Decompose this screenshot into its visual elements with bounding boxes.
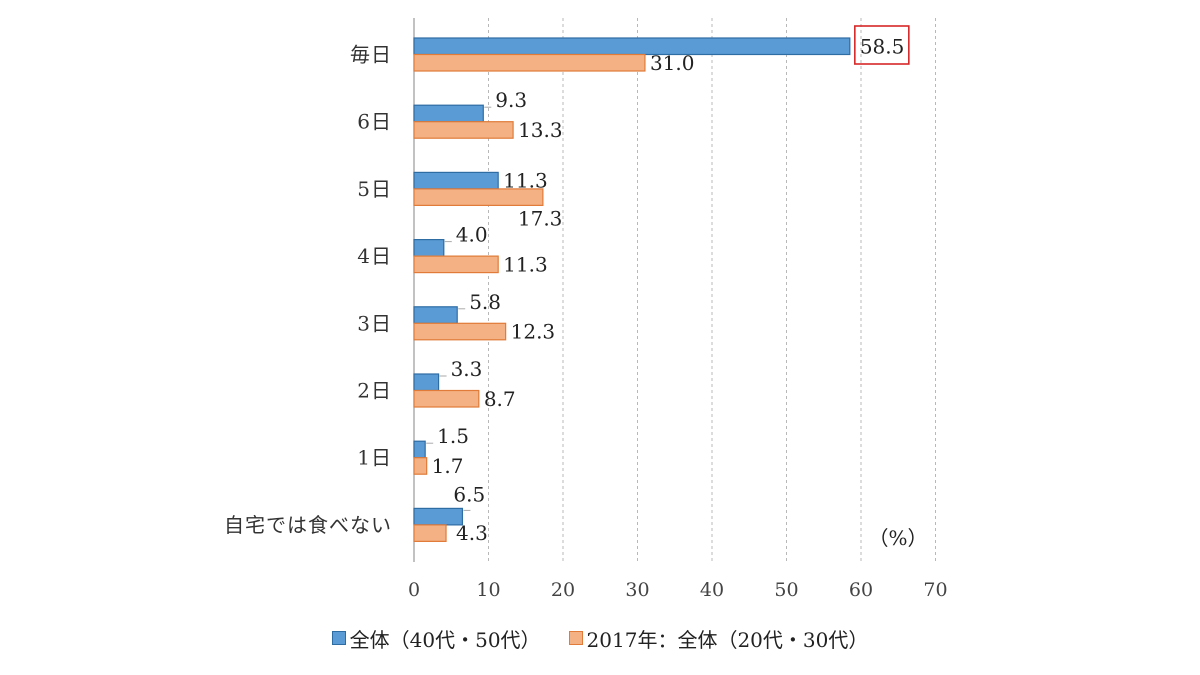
category-label: 3日: [357, 311, 392, 335]
legend-item-series-1: 全体（40代・50代）: [331, 624, 541, 653]
x-tick-label: 30: [625, 579, 649, 601]
data-label: 31.0: [650, 51, 695, 75]
data-label: 12.3: [511, 320, 556, 344]
data-label: 4.3: [456, 521, 488, 545]
legend-swatch-blue: [331, 631, 346, 645]
category-label: 毎日: [350, 43, 392, 67]
category-label: 1日: [357, 446, 392, 470]
category-label: 4日: [357, 244, 392, 268]
data-label: 58.5: [860, 34, 905, 58]
category-label: 6日: [357, 110, 392, 134]
bar-series-1: [413, 306, 458, 324]
category-label: 2日: [357, 379, 392, 403]
data-label: 11.3: [503, 169, 548, 193]
bar-series-2: [413, 457, 428, 475]
legend-label: 2017年：全体（20代・30代）: [586, 627, 869, 652]
bar-series-2: [413, 53, 646, 72]
legend-item-series-2: 2017年：全体（20代・30代）: [568, 624, 869, 653]
unit-label: （%）: [868, 526, 927, 550]
data-label: 9.3: [495, 88, 527, 112]
bar-series-2: [413, 255, 499, 274]
category-label: 5日: [357, 177, 392, 201]
bar-series-2: [413, 322, 507, 341]
data-label: 13.3: [518, 118, 563, 142]
bars: [413, 37, 851, 543]
bar-series-2: [413, 188, 544, 206]
data-label: 5.8: [469, 290, 501, 314]
bar-series-1: [413, 239, 445, 257]
highlight-box: [854, 25, 910, 65]
data-label: 8.7: [484, 387, 516, 411]
x-tick-label: 50: [774, 579, 798, 601]
bar-series-1: [413, 440, 426, 459]
legend-label: 全体（40代・50代）: [349, 627, 541, 652]
data-label: 17.3: [518, 206, 563, 230]
bar-series-1: [413, 104, 484, 123]
data-label: 11.3: [503, 252, 548, 276]
x-tick-label: 60: [849, 579, 873, 601]
bar-series-1: [413, 373, 440, 392]
data-label: 3.3: [451, 357, 483, 381]
legend: 全体（40代・50代） 2017年：全体（20代・30代）: [0, 618, 1200, 658]
legend-swatch-orange: [568, 631, 583, 645]
x-tick-label: 10: [476, 579, 500, 601]
bar-series-2: [413, 389, 480, 408]
gridlines: [488, 18, 936, 562]
data-labels: 58.5 9.3 11.3 4.0 5.8 3.3 1.5 6.5 31.0 13.3 17.3 11…: [426, 25, 910, 545]
bar-series-2: [413, 121, 514, 139]
x-tick-label: 40: [700, 579, 724, 601]
bar-series-1: [413, 171, 499, 190]
x-tick-label: 0: [408, 579, 420, 601]
data-label: 6.5: [453, 482, 485, 506]
data-label: 1.7: [432, 454, 464, 478]
x-tick-label: 70: [923, 579, 947, 601]
x-tick-label: 20: [551, 579, 575, 601]
category-label: 自宅では食べない: [224, 513, 392, 537]
data-label: 4.0: [456, 223, 488, 247]
bar-series-2: [413, 524, 447, 543]
bar-series-1: [413, 37, 851, 56]
data-label: 1.5: [437, 424, 469, 448]
